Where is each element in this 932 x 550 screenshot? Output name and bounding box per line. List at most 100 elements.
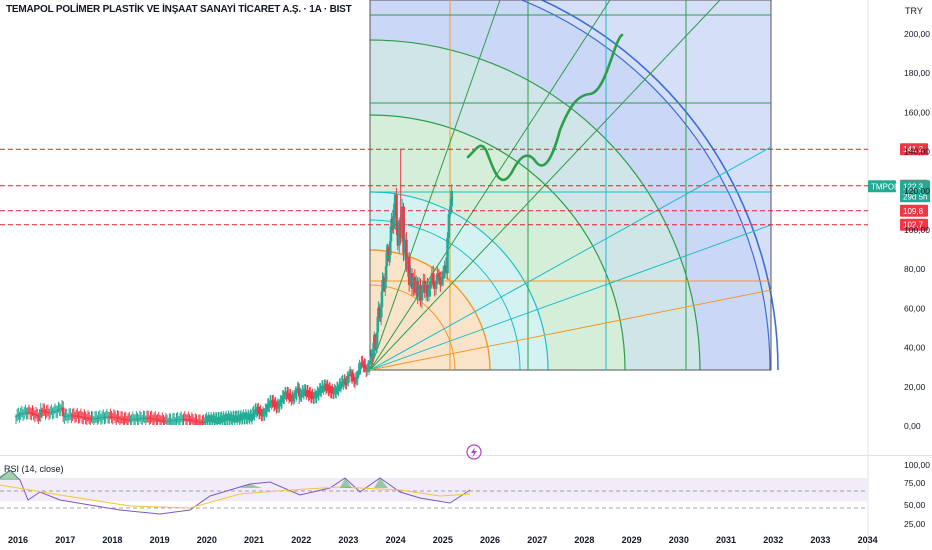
candle-body-402 — [398, 220, 401, 246]
candle-body-409 — [407, 257, 411, 285]
candle-body-341 — [346, 379, 349, 383]
lightning-icon — [466, 444, 482, 460]
candle-body-386 — [384, 281, 387, 289]
candle-body-242 — [268, 403, 271, 405]
candle-body-381 — [380, 291, 384, 308]
candle-body-21 — [39, 409, 43, 417]
candle-body-436 — [446, 237, 449, 274]
candles — [14, 184, 454, 426]
x-tick-label: 2019 — [150, 535, 170, 545]
candle-body-320 — [329, 390, 333, 392]
x-tick-label: 2017 — [55, 535, 75, 545]
candle-body-395 — [390, 219, 393, 227]
candle-body-292 — [307, 392, 311, 394]
candle-body-238 — [264, 409, 268, 412]
level-tag-label-3: 102,7 — [903, 221, 924, 230]
candle-body-37 — [58, 408, 62, 410]
candle-body-365 — [368, 361, 372, 365]
gann-fan-line-0 — [369, 0, 721, 371]
x-tick-label: 2026 — [480, 535, 500, 545]
candle-body-364 — [367, 364, 371, 368]
candle-body-430 — [437, 273, 441, 278]
candle-body-362 — [365, 369, 369, 371]
countdown-label: 29d 5h — [903, 192, 927, 201]
candle-body-343 — [348, 374, 351, 377]
candle-body-255 — [278, 404, 281, 406]
candle-body-232 — [260, 413, 263, 415]
candle-body-241 — [267, 404, 270, 407]
candle-body-316 — [326, 387, 329, 389]
x-tick-label: 2030 — [669, 535, 689, 545]
gann-box-outline — [369, 0, 772, 371]
candle-body-284 — [301, 392, 304, 394]
candle-body-384 — [382, 279, 386, 286]
candle-body-221 — [251, 414, 255, 417]
candle-body-300 — [313, 396, 317, 398]
gann-fan-line-4 — [369, 224, 772, 371]
candle-body-345 — [349, 374, 353, 376]
candle-body-235 — [262, 413, 266, 415]
currency-label: TRY — [905, 6, 923, 16]
last-price-label: 122,3 — [903, 182, 924, 191]
candle-body-420 — [423, 280, 427, 293]
y-tick-label: 180,00 — [904, 68, 930, 78]
candle-body-326 — [334, 391, 337, 393]
candle-body-291 — [306, 392, 310, 394]
candle-body-332 — [338, 384, 342, 386]
candle-body-0 — [14, 416, 18, 418]
candle-body-360 — [364, 366, 367, 369]
candle-body-358 — [362, 363, 365, 365]
candle-body-259 — [281, 397, 285, 400]
candle-body-410 — [409, 273, 412, 285]
x-tick-label: 2034 — [858, 535, 878, 545]
candle-body-250 — [274, 404, 278, 406]
candle-body-36 — [57, 409, 60, 411]
candle-body-433 — [441, 271, 445, 279]
gann-arc-4 — [369, 191, 549, 371]
candle-body-1 — [15, 415, 19, 417]
gann-drawing — [369, 0, 779, 371]
rsi-overbought-fill — [0, 470, 20, 480]
candle-body-366 — [369, 357, 373, 362]
candle-body-432 — [440, 279, 444, 285]
candle-body-266 — [287, 394, 290, 396]
x-tick-label: 2016 — [8, 535, 28, 545]
candle-body-230 — [258, 411, 262, 413]
symbol-tag-label: TMPOL — [871, 182, 899, 191]
candle-body-3 — [18, 414, 21, 416]
candle-body-407 — [405, 239, 408, 270]
x-tick-label: 2024 — [386, 535, 406, 545]
rsi-tick-label: 75,00 — [904, 478, 926, 488]
candle-body-346 — [350, 374, 354, 377]
candle-body-267 — [287, 394, 291, 396]
rsi-indicator-label[interactable]: RSI (14, close) — [4, 464, 64, 474]
candle-body-342 — [347, 376, 350, 380]
candle-body-272 — [291, 397, 295, 399]
gann-arc-3 — [369, 114, 626, 371]
candle-body-305 — [317, 391, 321, 393]
candle-body-417 — [419, 284, 422, 301]
y-tick-label: 60,00 — [904, 303, 926, 313]
level-tag-label-0: 141,2 — [903, 145, 924, 154]
candle-body-277 — [295, 391, 299, 393]
candle-body-276 — [294, 392, 298, 395]
candle-body-239 — [265, 407, 269, 410]
candle-body-296 — [310, 395, 314, 397]
candle-body-237 — [264, 411, 267, 413]
candle-body-251 — [275, 405, 278, 407]
candle-body-398 — [392, 210, 395, 229]
candle-body-19 — [37, 415, 40, 417]
candle-body-280 — [298, 387, 301, 397]
candle-body-369 — [372, 342, 375, 358]
pane-separator[interactable] — [0, 455, 932, 456]
candle-body-258 — [280, 399, 284, 402]
candle-body-40 — [62, 407, 65, 417]
y-tick-label: 200,00 — [904, 29, 930, 39]
candle-body-408 — [406, 257, 410, 270]
candle-body-349 — [353, 380, 357, 382]
candle-body-17 — [34, 414, 38, 416]
candle-body-301 — [314, 395, 318, 397]
x-tick-label: 2031 — [716, 535, 736, 545]
candle-body-354 — [358, 366, 362, 371]
